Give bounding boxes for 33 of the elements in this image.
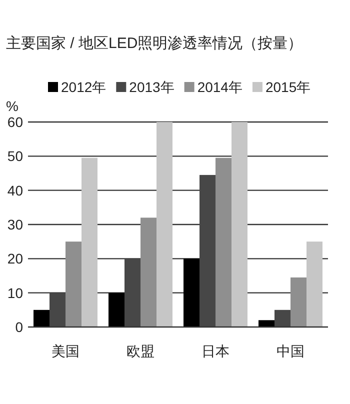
x-tick-label: 日本 — [202, 343, 230, 359]
bar — [34, 310, 50, 327]
bar — [82, 158, 98, 327]
x-tick-label: 中国 — [276, 343, 304, 359]
legend-label: 2014年 — [197, 79, 242, 95]
bar — [232, 122, 248, 327]
bar — [306, 242, 322, 327]
y-axis-title: % — [6, 98, 18, 114]
legend-label: 2015年 — [265, 79, 311, 95]
bar — [184, 258, 200, 327]
legend-label: 2013年 — [129, 79, 174, 95]
bar — [290, 277, 306, 327]
chart-title: 主要国家 / 地区LED照明渗透率情况（按量） — [6, 35, 303, 52]
y-tick-label: 20 — [7, 250, 24, 267]
bar — [124, 258, 140, 327]
bar — [66, 242, 82, 327]
x-tick-label: 欧盟 — [126, 343, 154, 359]
y-tick-label: 0 — [15, 319, 24, 335]
bar — [156, 122, 172, 327]
bar — [274, 310, 290, 327]
bar — [108, 292, 124, 327]
y-tick-label: 60 — [7, 114, 24, 130]
bar — [140, 218, 156, 327]
bar — [258, 320, 274, 327]
y-tick-label: 30 — [7, 216, 24, 232]
legend-label: 2012年 — [61, 79, 106, 95]
y-tick-label: 10 — [7, 284, 24, 301]
bar — [50, 292, 66, 327]
y-tick-label: 40 — [7, 182, 24, 198]
y-tick-label: 50 — [7, 148, 24, 164]
bar — [216, 158, 232, 327]
bar — [200, 174, 216, 327]
x-tick-label: 美国 — [52, 343, 80, 359]
